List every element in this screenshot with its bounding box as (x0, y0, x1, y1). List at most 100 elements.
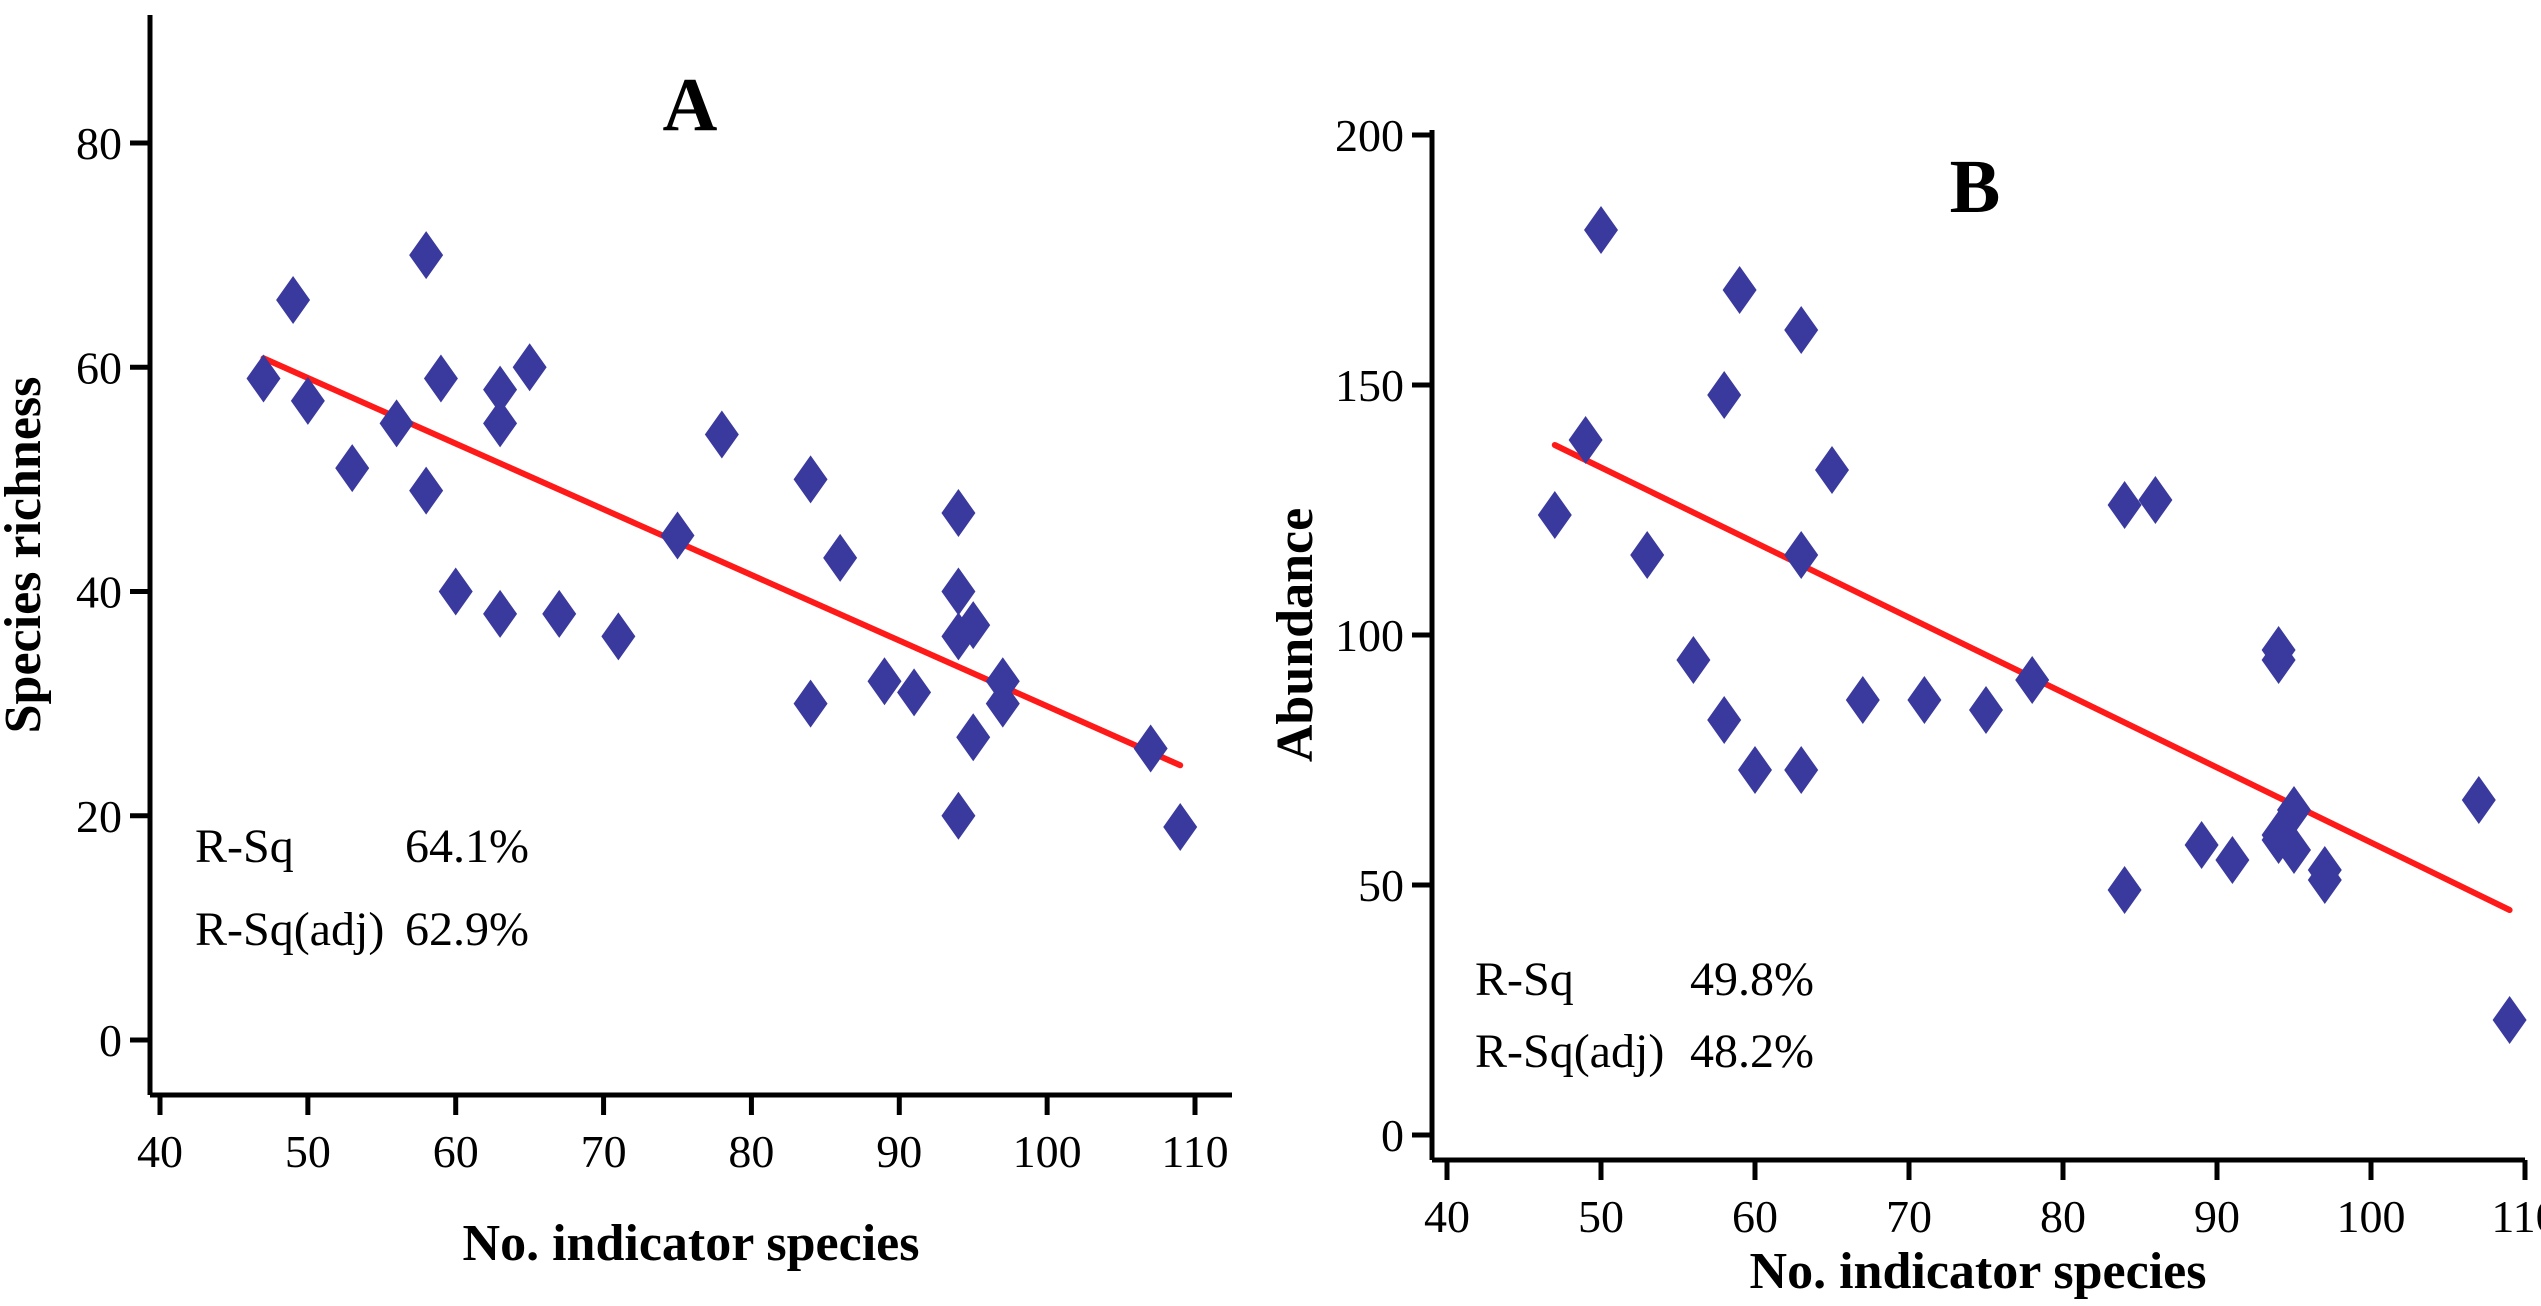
panel-a-label: A (663, 63, 718, 147)
panel-b-x-tick-label: 90 (2194, 1191, 2240, 1242)
panel-b-data-point (1568, 416, 1603, 464)
panel-b-stat-label-rsq-adj: R-Sq(adj) (1475, 1025, 1664, 1078)
panel-a-ticks: 40 50 60 70 80 90 100 110 0 20 40 60 80 (76, 118, 1229, 1177)
panel-a-data-point (409, 231, 444, 280)
panel-b-stats: R-Sq 49.8% R-Sq(adj) 48.2% (1475, 953, 1814, 1078)
panel-b-data-point (1784, 746, 1819, 794)
panel-b-data-point (1707, 696, 1742, 744)
panel-b-x-tick-label: 70 (1886, 1191, 1932, 1242)
panel-b-y-tick-label: 0 (1381, 1110, 1404, 1161)
panel-b-data-point (2184, 821, 2219, 869)
panel-a-y-tick-label: 60 (76, 342, 122, 393)
panel-a-x-tick-label: 110 (1161, 1126, 1228, 1177)
panel-b-label: B (1950, 145, 2001, 229)
panel-b-x-tick-label: 80 (2040, 1191, 2086, 1242)
panel-a-y-tick-label: 0 (99, 1015, 122, 1066)
panel-b-data-point (2015, 656, 2050, 704)
panel-a-x-tick-label: 70 (581, 1126, 627, 1177)
panel-a-data-point (335, 444, 370, 493)
panel-a-x-tick-label: 40 (137, 1126, 183, 1177)
panel-a-data-point (704, 410, 739, 459)
panel-a-data-point (276, 275, 311, 324)
panel-b-y-tick-label: 150 (1335, 360, 1404, 411)
panel-b-data-point (1738, 746, 1772, 794)
panel-a-data-point (941, 489, 976, 538)
panel-a-stat-label-rsq: R-Sq (195, 820, 294, 873)
panel-a-stat-value-rsq: 64.1% (405, 820, 529, 873)
panel-b-data-point (1784, 306, 1819, 354)
panel-b-data-point (1907, 676, 1942, 724)
panel-b-data-point (2277, 826, 2311, 874)
panel-a-data-point (956, 601, 991, 650)
panel-b-data-point (2107, 866, 2142, 914)
panel-b-points (1537, 206, 2527, 1044)
panel-b-data-point (1722, 266, 1757, 314)
panel-b-data-point (1537, 491, 1572, 539)
panel-a-y-tick-label: 20 (76, 791, 122, 842)
panel-a-data-point (793, 455, 828, 504)
panel-a-data-point (483, 399, 518, 448)
panel-a-points (246, 231, 1198, 851)
panel-a-data-point (512, 343, 547, 392)
panel-b: 40 50 60 70 80 90 100 110 0 50 100 150 200 B No. ind… (1267, 110, 2541, 1300)
panel-a-stat-value-rsq-adj: 62.9% (405, 903, 529, 956)
panel-a-x-tick-label: 90 (876, 1126, 922, 1177)
panel-a-data-point (438, 567, 473, 616)
panel-a-regression-line (260, 355, 1184, 769)
panel-b-data-point (2107, 481, 2142, 529)
panel-b-ticks: 40 50 60 70 80 90 100 110 0 50 100 150 200 (1335, 110, 2541, 1242)
panel-b-stat-value-rsq-adj: 48.2% (1690, 1025, 1814, 1078)
panel-a-x-tick-label: 60 (433, 1126, 479, 1177)
panel-a-data-point (985, 679, 1020, 728)
panel-b-data-point (1845, 676, 1880, 724)
panel-a-data-point (379, 399, 414, 448)
panel-a-data-point (601, 612, 636, 661)
panel-a-data-point (867, 657, 902, 706)
panel-b-data-point (2461, 776, 2496, 824)
panel-b-x-tick-label: 110 (2491, 1191, 2541, 1242)
panel-b-data-point (2138, 476, 2173, 524)
panel-a-data-point (423, 354, 458, 403)
panel-b-data-point (1584, 206, 1618, 254)
panel-a-data-point (483, 589, 518, 638)
panel-a-y-tick-label: 80 (76, 118, 122, 169)
panel-b-data-point (1707, 371, 1742, 419)
panel-a-data-point (246, 354, 281, 403)
panel-a-data-point (409, 466, 444, 515)
panel-a-data-point (1133, 724, 1168, 773)
panel-a-data-point (956, 713, 991, 762)
panel-a-x-tick-label: 50 (285, 1126, 331, 1177)
panel-a-data-point (793, 679, 828, 728)
panel-b-data-point (1784, 531, 1819, 579)
panel-a-x-tick-label: 100 (1013, 1126, 1082, 1177)
panel-a-data-point (1163, 802, 1198, 851)
panel-a-data-point (542, 589, 577, 638)
panel-b-x-axis-title: No. indicator species (1750, 1243, 2207, 1300)
panel-b-data-point (1630, 531, 1665, 579)
panel-b-data-point (1676, 636, 1711, 684)
panel-a-x-tick-label: 80 (728, 1126, 774, 1177)
panel-b-data-point (1815, 446, 1849, 494)
panel-a-data-point (941, 791, 976, 840)
panel-a-y-tick-label: 40 (76, 567, 122, 618)
panel-b-data-point (1969, 686, 2003, 734)
panel-b-y-tick-label: 100 (1335, 610, 1404, 661)
panel-a-stats: R-Sq 64.1% R-Sq(adj) 62.9% (195, 820, 529, 956)
panel-a-data-point (660, 511, 695, 560)
panel-a-data-point (823, 533, 858, 582)
panel-b-data-point (2215, 836, 2250, 884)
panel-b-y-tick-label: 200 (1335, 110, 1404, 161)
panel-b-x-tick-label: 50 (1578, 1191, 1624, 1242)
panel-a-stat-label-rsq-adj: R-Sq(adj) (195, 903, 384, 956)
panel-b-x-tick-label: 100 (2337, 1191, 2406, 1242)
panel-a-y-axis-title: Species richness (0, 377, 52, 734)
panel-b-stat-value-rsq: 49.8% (1690, 953, 1814, 1006)
panel-b-y-tick-label: 50 (1358, 860, 1404, 911)
panel-b-data-point (2277, 786, 2311, 834)
panel-b-stat-label-rsq: R-Sq (1475, 953, 1574, 1006)
panel-b-data-point (2307, 856, 2342, 904)
panel-a-data-point (290, 376, 325, 425)
panel-a: 40 50 60 70 80 90 100 110 0 20 40 60 80 A No. indica… (0, 15, 1232, 1272)
panel-a-data-point (483, 365, 518, 414)
